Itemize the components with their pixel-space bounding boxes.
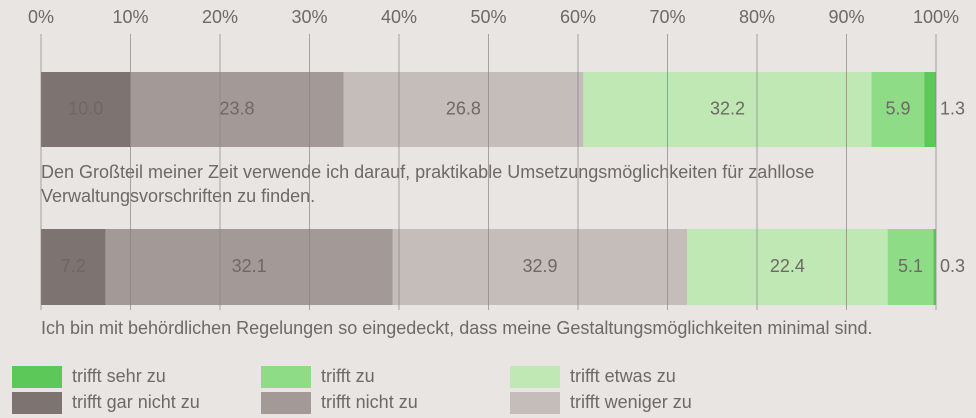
data-label: 32.1 (232, 256, 267, 276)
x-tick-label: 10% (112, 7, 148, 27)
category-label: Den Großteil meiner Zeit verwende ich da… (41, 162, 815, 206)
legend-label: trifft sehr zu (72, 366, 166, 386)
legend-label: trifft gar nicht zu (72, 392, 200, 412)
bar-segment (41, 229, 106, 305)
x-tick-label: 40% (381, 7, 417, 27)
bar-segment (343, 72, 584, 147)
category-label: Ich bin mit behördlichen Regelungen so e… (41, 318, 873, 338)
bar-segment (924, 72, 936, 147)
category-label-box: Den Großteil meiner Zeit verwende ich da… (41, 162, 815, 206)
data-label: 1.3 (940, 98, 965, 118)
bar-segment (130, 72, 344, 147)
bar-segment (105, 229, 393, 305)
data-label: 32.9 (522, 256, 557, 276)
legend-swatch (12, 366, 62, 388)
x-tick-label: 50% (470, 7, 506, 27)
data-label: 5.1 (898, 256, 923, 276)
x-tick-label: 70% (649, 7, 685, 27)
x-tick-label: 30% (291, 7, 327, 27)
bar-segment (392, 229, 688, 305)
bar-segment (871, 72, 925, 147)
legend-swatch (510, 366, 560, 388)
data-label: 23.8 (219, 98, 254, 118)
legend-swatch (261, 392, 311, 414)
data-label: 10.0 (68, 98, 103, 118)
legend-label: trifft weniger zu (570, 392, 692, 412)
data-label: 22.4 (770, 256, 805, 276)
x-tick-label: 20% (202, 7, 238, 27)
bar-segment (583, 72, 872, 147)
bar-segment (887, 229, 934, 305)
data-label: 7.2 (61, 256, 86, 276)
bar-segment (933, 229, 936, 305)
x-tick-label: 100% (913, 7, 959, 27)
data-label: 26.8 (446, 98, 481, 118)
data-label: 5.9 (885, 98, 910, 118)
x-tick-label: 0% (28, 7, 54, 27)
data-label: 0.3 (940, 256, 965, 276)
x-tick-label: 60% (560, 7, 596, 27)
category-label-box: Ich bin mit behördlichen Regelungen so e… (41, 318, 873, 338)
x-tick-label: 90% (828, 7, 864, 27)
data-label: 32.2 (710, 98, 745, 118)
bar-segment (41, 72, 131, 147)
legend-swatch (12, 392, 62, 414)
bar-segment (687, 229, 888, 305)
legend-label: trifft etwas zu (570, 366, 676, 386)
legend-label: trifft zu (321, 366, 375, 386)
legend-swatch (261, 366, 311, 388)
legend-swatch (510, 392, 560, 414)
x-tick-label: 80% (739, 7, 775, 27)
legend-label: trifft nicht zu (321, 392, 418, 412)
